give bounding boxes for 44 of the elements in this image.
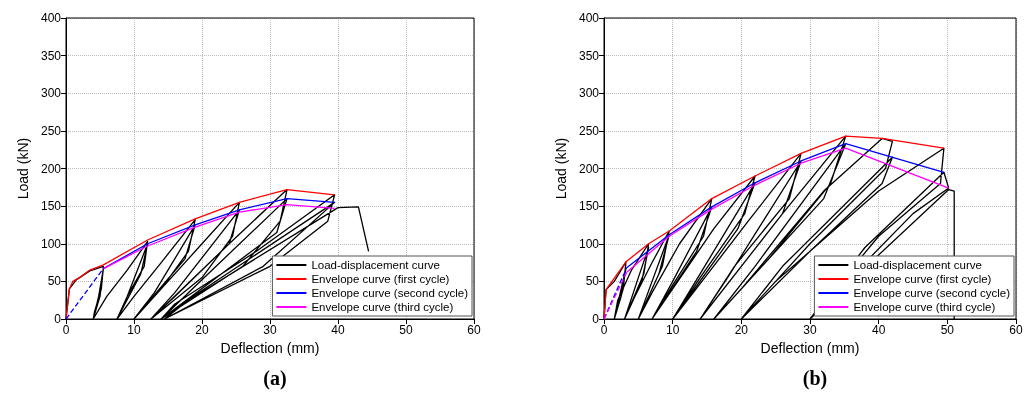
x-tick-label: 40 xyxy=(331,323,345,337)
legend-label: Envelope curve (first cycle) xyxy=(311,273,450,285)
x-tick-label: 60 xyxy=(1009,323,1023,337)
y-tick-label: 50 xyxy=(47,274,62,289)
x-tick-label: 50 xyxy=(940,323,955,337)
x-axis-title: Deflection (mm) xyxy=(220,339,320,356)
legend-label: Envelope curve (second cycle) xyxy=(853,287,1011,299)
x-tick-label: 40 xyxy=(871,323,886,337)
x-tick-label: 20 xyxy=(195,323,209,337)
y-axis-title: Load (kN) xyxy=(15,137,32,200)
y-tick-label: 100 xyxy=(578,236,600,251)
y-tick-label: 350 xyxy=(40,48,62,63)
x-tick-label: 60 xyxy=(467,323,481,337)
y-tick-label: 400 xyxy=(578,11,600,25)
x-tick-label: 20 xyxy=(734,323,749,337)
y-tick-label: 150 xyxy=(40,199,62,214)
legend-label: Envelope curve (third cycle) xyxy=(853,301,996,313)
y-axis-title: Load (kN) xyxy=(553,137,570,200)
x-tick-label: 30 xyxy=(263,323,277,337)
y-tick-label: 300 xyxy=(40,86,62,101)
y-tick-label: 200 xyxy=(578,161,600,176)
legend-label: Envelope curve (third cycle) xyxy=(311,301,454,313)
x-tick-label: 10 xyxy=(665,323,680,337)
y-tick-label: 150 xyxy=(578,199,600,214)
text: (b) xyxy=(802,367,828,390)
text: (a) xyxy=(263,367,287,390)
y-tick-label: 0 xyxy=(54,312,62,326)
y-tick-label: 300 xyxy=(578,86,600,101)
legend-label: Envelope curve (second cycle) xyxy=(311,287,469,299)
y-tick-label: 100 xyxy=(40,236,62,251)
x-tick-label: 50 xyxy=(399,323,413,337)
x-tick-label: 30 xyxy=(803,323,817,337)
y-tick-label: 200 xyxy=(40,161,62,176)
legend-label: Load-displacement curve xyxy=(853,259,982,271)
y-tick-label: 0 xyxy=(592,312,600,326)
y-tick-label: 400 xyxy=(40,11,62,25)
y-tick-label: 250 xyxy=(40,123,62,138)
y-tick-label: 250 xyxy=(578,123,600,138)
legend-label: Load-displacement curve xyxy=(311,259,440,271)
y-tick-label: 50 xyxy=(585,274,600,289)
y-tick-label: 350 xyxy=(578,48,600,63)
legend-label: Envelope curve (first cycle) xyxy=(853,273,992,285)
x-tick-label: 10 xyxy=(127,323,141,337)
x-axis-title: Deflection (mm) xyxy=(760,339,860,356)
